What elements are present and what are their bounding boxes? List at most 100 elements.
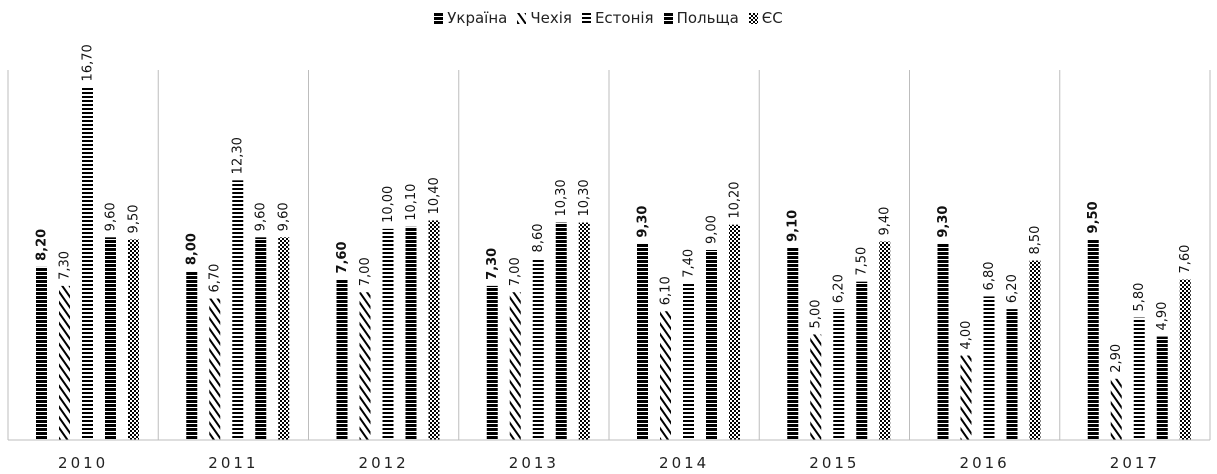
bar-2010-series-3 bbox=[105, 237, 116, 440]
data-label-2012-series-0: 7,60 bbox=[335, 241, 350, 273]
data-label-2016-series-1: 4,00 bbox=[959, 321, 974, 350]
bar-2016-series-1 bbox=[960, 355, 972, 440]
bar-2011-series-3 bbox=[255, 237, 267, 440]
x-tick-label-2010: 2010 bbox=[58, 454, 108, 472]
data-label-2017-series-3: 4,90 bbox=[1155, 302, 1170, 331]
bar-2016-series-0 bbox=[937, 243, 949, 440]
bar-2016-series-3 bbox=[1006, 309, 1018, 440]
data-label-2011-series-1: 6,70 bbox=[208, 264, 223, 293]
legend-label-3: Польща bbox=[676, 9, 739, 27]
bar-2013-series-3 bbox=[555, 222, 567, 440]
data-label-2015-series-2: 6,20 bbox=[832, 274, 847, 303]
x-tick-label-2014: 2014 bbox=[659, 454, 709, 472]
x-tick-label-2015: 2015 bbox=[809, 454, 859, 472]
bar-2012-series-0 bbox=[336, 279, 348, 440]
bar-2014-series-1 bbox=[660, 311, 671, 440]
data-label-2016-series-3: 6,20 bbox=[1005, 274, 1020, 303]
data-label-2016-series-4: 8,50 bbox=[1028, 226, 1043, 255]
data-label-2015-series-0: 9,10 bbox=[786, 210, 801, 242]
data-label-2012-series-2: 10,00 bbox=[381, 186, 396, 223]
bar-2010-series-4 bbox=[128, 239, 139, 440]
legend-swatch-4 bbox=[748, 13, 758, 24]
bar-2013-series-0 bbox=[486, 285, 498, 440]
data-label-2011-series-4: 9,60 bbox=[277, 202, 292, 231]
bar-2010-series-2 bbox=[82, 87, 93, 440]
bar-2013-series-4 bbox=[578, 222, 590, 440]
data-label-2013-series-3: 10,30 bbox=[554, 179, 569, 216]
data-label-2012-series-3: 10,10 bbox=[404, 184, 419, 221]
bar-2015-series-2 bbox=[833, 309, 845, 440]
legend-item-1: Чехія bbox=[517, 9, 572, 27]
data-label-2017-series-2: 5,80 bbox=[1132, 283, 1147, 312]
bar-2012-series-2 bbox=[382, 228, 394, 440]
bar-2013-series-2 bbox=[532, 258, 544, 440]
data-label-2014-series-3: 9,00 bbox=[705, 215, 720, 244]
data-label-2014-series-0: 9,30 bbox=[636, 206, 651, 238]
data-label-2011-series-0: 8,00 bbox=[185, 233, 200, 265]
data-label-2010-series-2: 16,70 bbox=[81, 44, 96, 81]
bar-2014-series-2 bbox=[683, 283, 694, 440]
data-label-2013-series-1: 7,00 bbox=[508, 257, 523, 286]
data-label-2014-series-2: 7,40 bbox=[682, 249, 697, 278]
data-label-2017-series-0: 9,50 bbox=[1086, 201, 1101, 233]
legend-swatch-0 bbox=[434, 13, 444, 24]
x-tick-label-2011: 2011 bbox=[208, 454, 258, 472]
bar-2015-series-0 bbox=[787, 247, 799, 440]
bar-2015-series-3 bbox=[856, 281, 868, 440]
bar-2017-series-4 bbox=[1179, 279, 1191, 440]
legend-label-2: Естонія bbox=[594, 9, 654, 27]
legend-item-4: ЄС bbox=[748, 9, 783, 27]
bar-2016-series-2 bbox=[983, 296, 995, 440]
bar-2012-series-1 bbox=[359, 292, 371, 440]
bar-2011-series-2 bbox=[232, 180, 244, 441]
x-tick-label-2017: 2017 bbox=[1110, 454, 1160, 472]
legend-item-3: Польща bbox=[663, 9, 739, 27]
bar-2015-series-1 bbox=[810, 334, 822, 440]
legend-swatch-1 bbox=[517, 13, 527, 24]
bar-2011-series-0 bbox=[186, 271, 198, 440]
legend-item-0: Україна bbox=[434, 9, 507, 27]
legend-label-1: Чехія bbox=[530, 9, 572, 27]
data-label-2013-series-0: 7,30 bbox=[485, 248, 500, 280]
data-label-2010-series-1: 7,30 bbox=[58, 251, 73, 280]
bar-2012-series-4 bbox=[428, 220, 440, 440]
data-label-2015-series-1: 5,00 bbox=[809, 299, 824, 328]
data-label-2015-series-3: 7,50 bbox=[855, 247, 870, 276]
bar-2010-series-0 bbox=[36, 266, 47, 440]
bar-2014-series-0 bbox=[637, 243, 648, 440]
data-label-2017-series-4: 7,60 bbox=[1178, 245, 1193, 274]
bar-2017-series-1 bbox=[1110, 378, 1122, 440]
data-label-2016-series-0: 9,30 bbox=[936, 206, 951, 238]
bar-2014-series-4 bbox=[729, 224, 740, 440]
data-label-2010-series-3: 9,60 bbox=[104, 202, 119, 231]
data-label-2010-series-4: 9,50 bbox=[127, 204, 142, 233]
bar-2010-series-1 bbox=[59, 285, 70, 440]
data-label-2012-series-1: 7,00 bbox=[358, 257, 373, 286]
data-label-2017-series-1: 2,90 bbox=[1109, 344, 1124, 373]
bar-2017-series-2 bbox=[1133, 317, 1145, 440]
legend-swatch-3 bbox=[663, 13, 673, 24]
legend-label-0: Україна bbox=[447, 9, 508, 27]
data-label-2015-series-4: 9,40 bbox=[878, 207, 893, 236]
x-tick-label-2016: 2016 bbox=[960, 454, 1010, 472]
data-label-2013-series-4: 10,30 bbox=[577, 179, 592, 216]
bar-2012-series-3 bbox=[405, 226, 417, 440]
bar-2013-series-1 bbox=[509, 292, 521, 440]
data-label-2012-series-4: 10,40 bbox=[427, 177, 442, 214]
x-tick-label-2012: 2012 bbox=[359, 454, 409, 472]
bar-2015-series-4 bbox=[879, 241, 891, 440]
bar-2014-series-3 bbox=[706, 250, 717, 440]
data-label-2013-series-2: 8,60 bbox=[531, 223, 546, 252]
legend-swatch-2 bbox=[581, 13, 591, 24]
bar-2016-series-4 bbox=[1029, 260, 1041, 440]
bar-2011-series-4 bbox=[278, 237, 290, 440]
data-label-2014-series-1: 6,10 bbox=[659, 276, 674, 305]
data-label-2014-series-4: 10,20 bbox=[728, 181, 743, 218]
bar-2011-series-1 bbox=[209, 298, 221, 440]
data-label-2011-series-3: 9,60 bbox=[254, 202, 269, 231]
data-label-2011-series-2: 12,30 bbox=[231, 137, 246, 174]
bar-2017-series-3 bbox=[1156, 336, 1168, 440]
legend-item-2: Естонія bbox=[581, 9, 654, 27]
